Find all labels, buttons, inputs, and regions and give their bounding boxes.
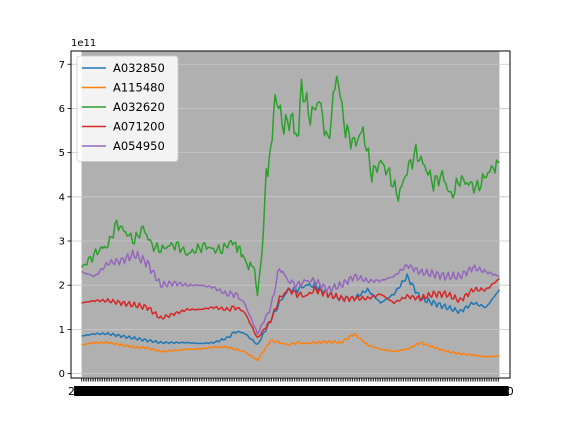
legend-label-a054950: A054950 (113, 139, 165, 153)
y-tick-label: 0 (59, 369, 65, 380)
y-tick-label: 1 (59, 325, 65, 336)
y-axis-ticks: 0 1 2 3 4 5 6 7 (59, 60, 71, 380)
y-tick-label: 6 (59, 104, 65, 115)
legend-label-a032850: A032850 (113, 61, 165, 75)
y-axis-scale-label: 1e11 (71, 38, 96, 49)
series-line-a032620 (80, 75, 500, 297)
series-line-a071200 (81, 277, 500, 339)
y-tick-label: 2 (59, 281, 65, 292)
series-line-a115480 (81, 332, 500, 362)
plot-frame (70, 50, 511, 379)
legend-label-a032620: A032620 (113, 100, 165, 114)
x-tick-label-end: 0 (507, 385, 514, 398)
legend-box (76, 55, 179, 162)
x-tick-labels-overlapped (74, 386, 509, 396)
series-lines (80, 75, 501, 362)
y-tick-label: 5 (59, 148, 65, 159)
y-tick-label: 7 (59, 60, 65, 71)
x-tick-label-start: 2 (68, 385, 75, 398)
grid-lines (71, 63, 510, 374)
y-tick-label: 4 (59, 192, 65, 203)
legend: A032850 A115480 A032620 A071200 A054950 (76, 55, 179, 162)
series-line-a054950 (81, 249, 500, 335)
y-tick-label: 3 (59, 237, 65, 248)
legend-label-a071200: A071200 (113, 120, 165, 134)
legend-label-a115480: A115480 (113, 81, 165, 95)
